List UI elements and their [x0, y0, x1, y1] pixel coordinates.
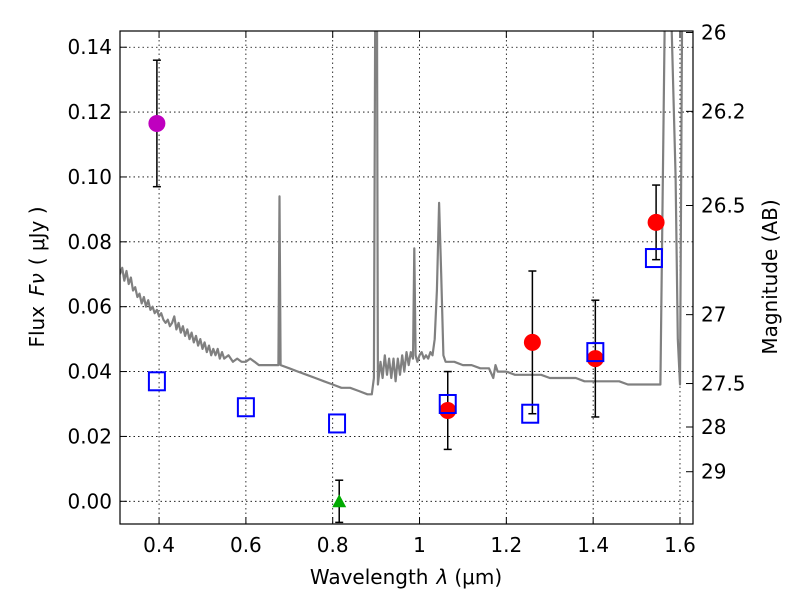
y-tick-label: 0.00	[67, 489, 112, 513]
y-tick-label: 0.14	[67, 35, 112, 59]
model-photometry-point	[644, 248, 663, 269]
x-axis-label: Wavelength λ (μm)	[310, 565, 502, 589]
observed-flux-point	[523, 333, 541, 351]
upper-limit-point	[332, 494, 347, 508]
observed-flux-point	[647, 213, 665, 231]
mag-tick-label: 26.5	[701, 193, 746, 217]
x-tick-label: 1	[413, 533, 426, 557]
mag-tick-label: 28	[701, 415, 726, 439]
x-tick-label: 1.4	[577, 533, 609, 557]
x-tick-label: 0.8	[317, 533, 349, 557]
y-tick-label: 0.12	[67, 100, 112, 124]
mag-tick-label: 27	[701, 303, 726, 327]
mag-tick-label: 26	[701, 20, 726, 44]
sed-template-line	[120, 31, 684, 396]
observed-flux-point	[439, 401, 457, 419]
mag-tick-label: 29	[701, 460, 726, 484]
blue-band-flux-point	[148, 114, 166, 132]
y-tick-label: 0.08	[67, 230, 112, 254]
model-photometry-point	[236, 397, 255, 418]
y-axis-label-symbol: Fν	[25, 273, 49, 296]
model-photometry-point	[438, 393, 457, 414]
y-axis-label-text: Flux	[25, 306, 49, 348]
axis-ticks: 0.4 0.6 0.8 1 1.2 1.4 1.6 0.00 0.02 0.04 0.06 0.08 0…	[67, 20, 745, 557]
mag-tick-label: 27.5	[701, 372, 746, 396]
x-axis-label-units: (μm)	[454, 565, 502, 589]
y-tick-label: 0.06	[67, 295, 112, 319]
x-tick-label: 0.6	[230, 533, 262, 557]
observed-flux-point	[586, 350, 604, 368]
mag-tick-label: 26.2	[701, 99, 746, 123]
model-photometry-point	[328, 413, 347, 434]
y-axis-label-units: ( μJy )	[25, 206, 49, 265]
y-axis-label: Flux Fν ( μJy )	[25, 206, 49, 347]
model-photometry-point	[147, 371, 166, 392]
x-tick-label: 1.2	[490, 533, 522, 557]
x-tick-label: 0.4	[143, 533, 175, 557]
right-axis-label: Magnitude (AB)	[758, 199, 782, 354]
plot-area	[120, 31, 684, 524]
y-tick-label: 0.10	[67, 165, 112, 189]
y-tick-label: 0.02	[67, 424, 112, 448]
y-tick-label: 0.04	[67, 360, 112, 384]
model-photometry-point	[586, 342, 605, 363]
x-tick-label: 1.6	[664, 533, 696, 557]
plot-frame	[119, 30, 694, 525]
x-axis-label-symbol: λ	[436, 565, 449, 589]
x-axis-label-text: Wavelength	[310, 565, 429, 589]
model-photometry-point	[521, 403, 540, 424]
grid	[120, 31, 693, 524]
